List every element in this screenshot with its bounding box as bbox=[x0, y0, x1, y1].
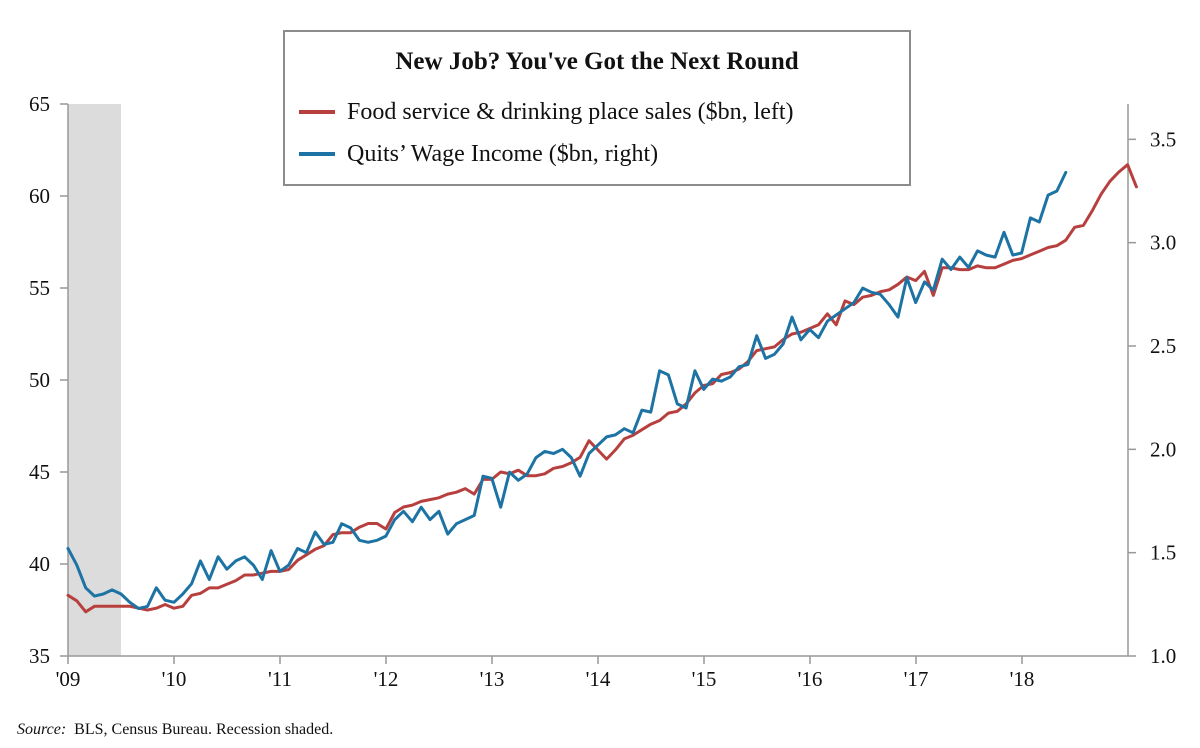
right-tick-label: 1.0 bbox=[1150, 644, 1176, 668]
right-tick-label: 3.0 bbox=[1150, 231, 1176, 255]
right-tick-label: 3.5 bbox=[1150, 127, 1176, 151]
legend-label-food-service: Food service & drinking place sales ($bn… bbox=[347, 98, 794, 125]
x-tick-label: '10 bbox=[162, 667, 187, 691]
recession-shading bbox=[68, 104, 121, 656]
x-tick-label: '13 bbox=[480, 667, 505, 691]
x-tick-label: '11 bbox=[268, 667, 292, 691]
x-axis-ticks: '09 '10 '11 '12 '13 '14 '15 '16 '17 '18 bbox=[56, 656, 1035, 691]
source-label: Source: bbox=[17, 721, 67, 738]
legend-swatch-quits bbox=[299, 152, 335, 156]
legend-item-quits: Quits’ Wage Income ($bn, right) bbox=[299, 136, 658, 172]
chart-title: New Job? You've Got the Next Round bbox=[395, 48, 799, 75]
left-tick-label: 40 bbox=[29, 552, 50, 576]
left-axis-ticks: 35 40 45 50 55 60 65 bbox=[29, 92, 68, 668]
series-line-food-service bbox=[66, 163, 1138, 614]
legend-label-quits: Quits’ Wage Income ($bn, right) bbox=[347, 140, 659, 167]
x-tick-label: '12 bbox=[374, 667, 399, 691]
legend: New Job? You've Got the Next Round Food … bbox=[283, 30, 911, 186]
x-tick-label: '15 bbox=[692, 667, 717, 691]
x-tick-label: '18 bbox=[1010, 667, 1035, 691]
legend-swatch-food-service bbox=[299, 110, 335, 114]
x-tick-label: '09 bbox=[56, 667, 81, 691]
source-text: BLS, Census Bureau. Recession shaded. bbox=[74, 721, 334, 738]
right-tick-label: 2.5 bbox=[1150, 334, 1176, 358]
x-tick-label: '17 bbox=[904, 667, 929, 691]
right-axis-ticks: 1.0 1.5 2.0 2.5 3.0 3.5 bbox=[1128, 127, 1176, 668]
left-tick-label: 60 bbox=[29, 184, 50, 208]
right-tick-label: 2.0 bbox=[1150, 437, 1176, 461]
left-tick-label: 35 bbox=[29, 644, 50, 668]
source-note: Source: BLS, Census Bureau. Recession sha… bbox=[17, 721, 333, 739]
left-tick-label: 45 bbox=[29, 460, 50, 484]
series-line-quits-wage-income bbox=[66, 170, 1068, 610]
left-tick-label: 50 bbox=[29, 368, 50, 392]
x-tick-label: '14 bbox=[586, 667, 611, 691]
right-tick-label: 1.5 bbox=[1150, 541, 1176, 565]
left-tick-label: 65 bbox=[29, 92, 50, 116]
x-tick-label: '16 bbox=[798, 667, 823, 691]
legend-item-food-service: Food service & drinking place sales ($bn… bbox=[299, 94, 794, 130]
left-tick-label: 55 bbox=[29, 276, 50, 300]
